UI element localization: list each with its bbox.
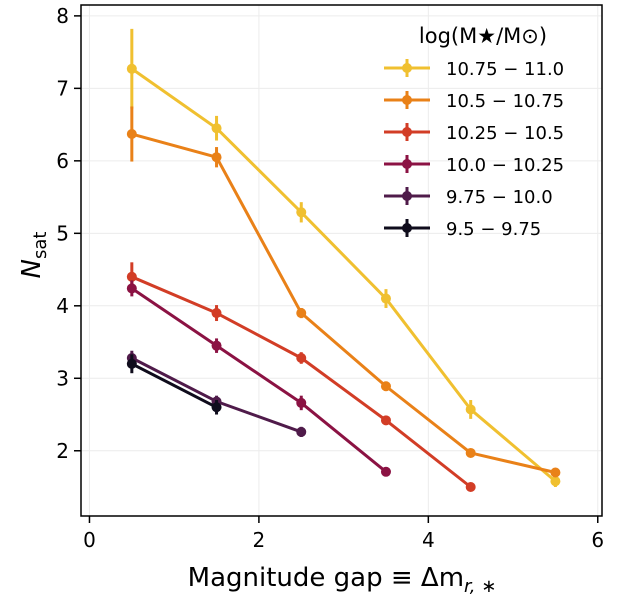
x-tick-label: 2 [253, 528, 266, 552]
legend-entry: 10.0 − 10.25 [384, 155, 564, 176]
data-point [380, 415, 391, 426]
data-point [211, 308, 222, 319]
series-line [131, 362, 218, 409]
legend-marker [402, 159, 412, 169]
data-point [380, 381, 391, 392]
data-point [296, 308, 307, 319]
x-tick-label: 6 [591, 528, 604, 552]
legend-title: log(M★/M⊙) [419, 24, 547, 48]
legend-marker [402, 63, 412, 73]
legend-entry: 10.75 − 11.0 [384, 59, 564, 80]
series-line [131, 356, 302, 434]
data-point [550, 476, 561, 487]
data-point [126, 271, 137, 282]
data-point [296, 397, 307, 408]
plot-series [126, 28, 561, 493]
series-4 [126, 350, 307, 437]
legend-entry: 10.5 − 10.75 [384, 91, 564, 112]
legend-marker [402, 223, 412, 233]
series-line [130, 67, 557, 483]
data-point [211, 402, 222, 413]
legend-label: 9.5 − 9.75 [446, 219, 541, 240]
data-point [126, 129, 137, 140]
data-point [465, 404, 476, 415]
legend-label: 9.75 − 10.0 [446, 187, 553, 208]
data-point [126, 283, 137, 294]
legend-entry: 10.25 − 10.5 [384, 123, 564, 144]
data-point [211, 340, 222, 351]
data-point [296, 426, 307, 437]
y-tick-label: 8 [56, 4, 69, 28]
y-tick-label: 7 [56, 76, 69, 100]
axis-ticks: 0 2 4 6 2 3 4 5 6 7 8 [56, 4, 604, 552]
y-tick-label: 4 [56, 294, 69, 318]
legend-entry: 9.75 − 10.0 [384, 187, 553, 208]
data-point [126, 63, 137, 74]
legend-marker [402, 95, 412, 105]
data-point [380, 466, 391, 477]
legend-marker [402, 127, 412, 137]
data-point [465, 447, 476, 458]
data-point [296, 352, 307, 363]
y-tick-label: 3 [56, 366, 69, 390]
legend-label: 10.25 − 10.5 [446, 123, 564, 144]
data-point [211, 152, 222, 163]
series-0 [126, 28, 561, 488]
series-2 [126, 262, 476, 493]
series-5 [126, 354, 222, 415]
data-point [550, 467, 561, 478]
data-point [380, 293, 391, 304]
plot-frame [80, 4, 603, 517]
x-tick-label: 0 [83, 528, 96, 552]
y-axis-label: Nsat [17, 232, 51, 279]
grid [81, 5, 602, 516]
series-line [131, 132, 556, 474]
series-3 [126, 280, 391, 477]
legend-entry: 9.5 − 9.75 [384, 219, 541, 240]
legend-label: 10.0 − 10.25 [446, 155, 564, 176]
y-tick-label: 2 [56, 439, 69, 463]
legend: log(M★/M⊙) 10.75 − 11.0 10.5 − 10.75 10.25… [384, 24, 564, 240]
x-tick-label: 4 [422, 528, 435, 552]
legend-marker [402, 191, 412, 201]
y-tick-label: 5 [56, 221, 69, 245]
series-1 [126, 106, 561, 478]
data-point [126, 358, 137, 369]
data-point [465, 482, 476, 493]
data-point [211, 123, 222, 134]
series-line [130, 287, 387, 473]
data-point [296, 207, 307, 218]
x-axis-label: Magnitude gap ≡ Δmr, ∗ [188, 563, 497, 596]
legend-label: 10.5 − 10.75 [446, 91, 564, 112]
legend-label: 10.75 − 11.0 [446, 59, 564, 80]
y-tick-label: 6 [56, 149, 69, 173]
